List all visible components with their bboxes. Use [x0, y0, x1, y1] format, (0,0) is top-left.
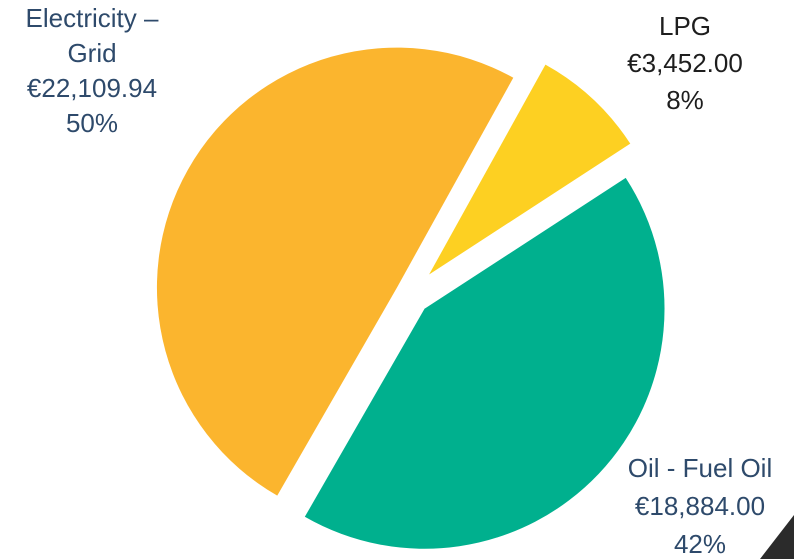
pie-slice	[156, 47, 514, 496]
slice-category-label: Electricity – Grid	[26, 3, 159, 68]
slice-value-label: €22,109.94	[27, 73, 157, 103]
slice-value-label: €18,884.00	[635, 491, 765, 521]
slice-category-label: Oil - Fuel Oil	[628, 453, 772, 483]
slice-category-label: LPG	[659, 11, 711, 41]
corner-shadow	[760, 515, 794, 559]
pie-slice	[304, 177, 665, 549]
pie-slice	[429, 64, 631, 275]
slice-value-label: €3,452.00	[627, 48, 743, 78]
slice-percentage-label: 8%	[666, 85, 704, 115]
slice-percentage-label: 42%	[674, 529, 726, 559]
slice-percentage-label: 50%	[66, 108, 118, 138]
